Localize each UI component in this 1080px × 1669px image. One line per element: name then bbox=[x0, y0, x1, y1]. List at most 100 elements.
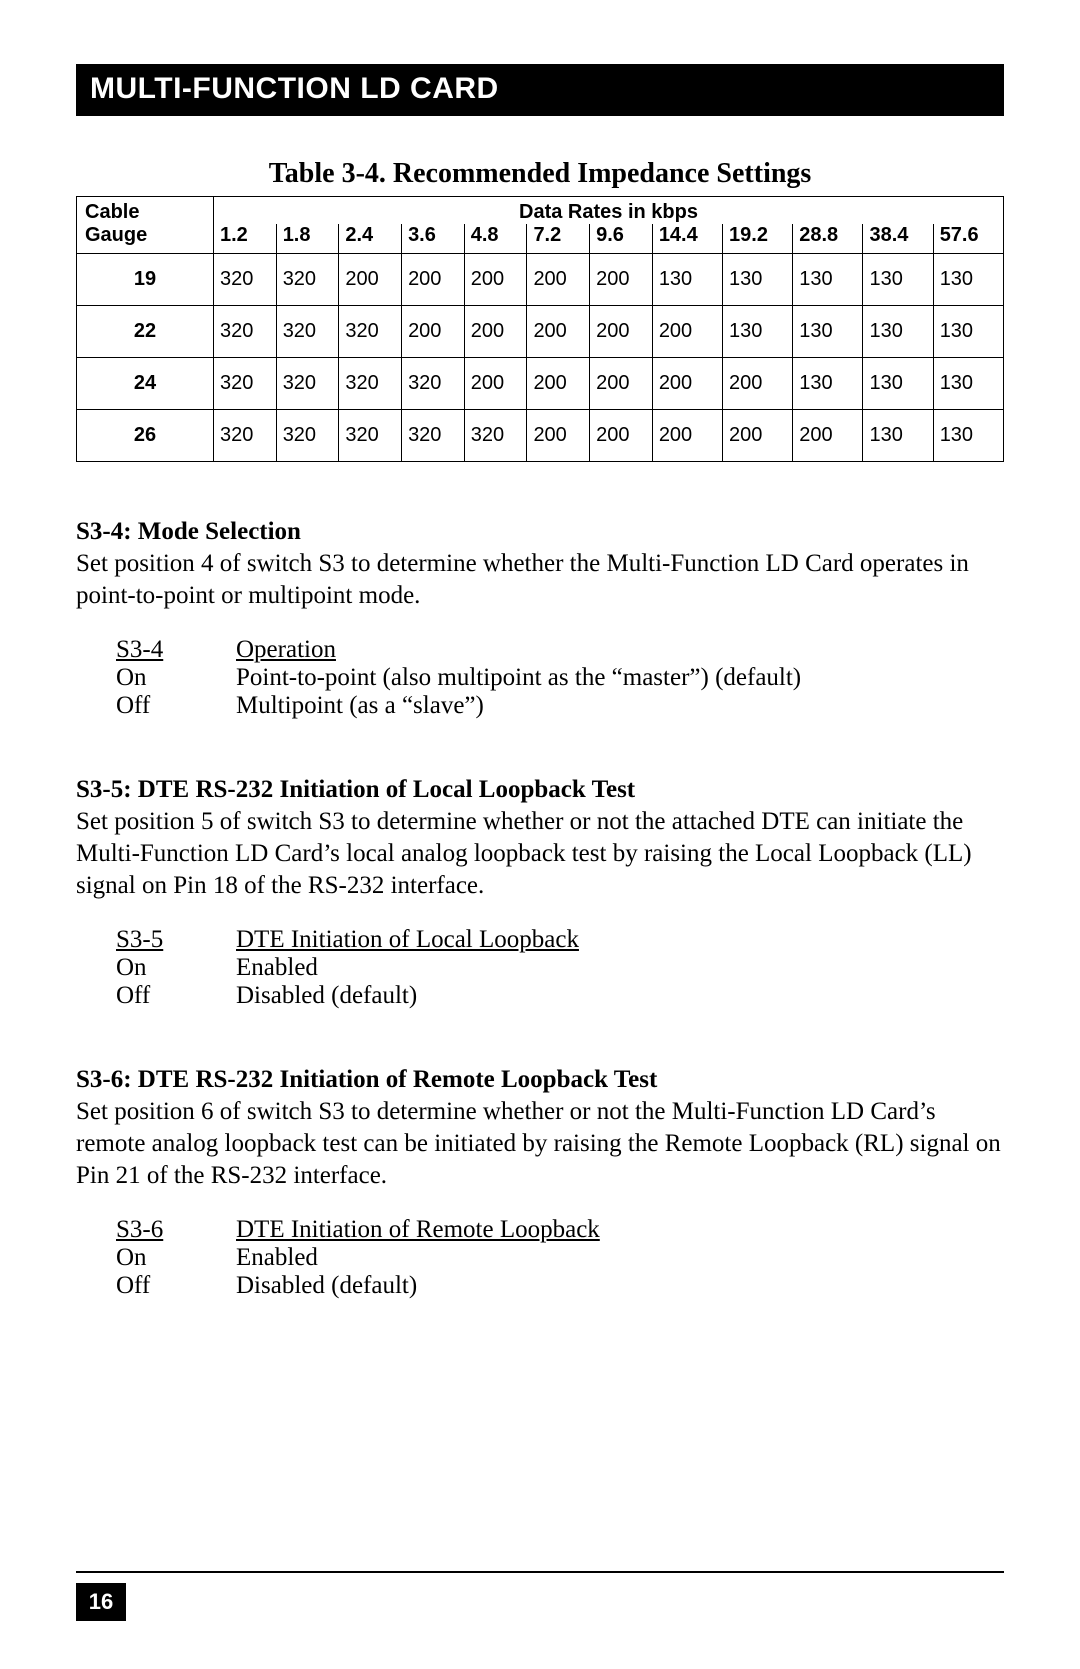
page-number: 16 bbox=[76, 1583, 126, 1621]
definition-list: S3-5DTE Initiation of Local LoopbackOnEn… bbox=[116, 926, 1004, 1010]
table-caption: Table 3-4. Recommended Impedance Setting… bbox=[76, 158, 1004, 190]
table-cell: 200 bbox=[793, 410, 863, 462]
table-cell: 320 bbox=[339, 306, 402, 358]
table-rowhead-bottom: Gauge bbox=[77, 224, 214, 254]
table-cell: 320 bbox=[214, 306, 277, 358]
table-cell: 200 bbox=[590, 410, 653, 462]
section-title: S3-4: Mode Selection bbox=[76, 518, 1004, 546]
definition-header-value: DTE Initiation of Local Loopback bbox=[236, 926, 579, 953]
table-cell: 320 bbox=[464, 410, 527, 462]
table-cell: 320 bbox=[276, 410, 339, 462]
table-cell: 200 bbox=[527, 358, 590, 410]
table-span-header: Data Rates in kbps bbox=[214, 197, 1004, 225]
table-cell: 200 bbox=[590, 254, 653, 306]
section-body: Set position 4 of switch S3 to determine… bbox=[76, 548, 1004, 612]
table-cell: 320 bbox=[339, 358, 402, 410]
table-cell: 200 bbox=[527, 410, 590, 462]
rate-head: 38.4 bbox=[863, 224, 933, 254]
rate-head: 14.4 bbox=[652, 224, 722, 254]
table-cell: 200 bbox=[590, 306, 653, 358]
rate-head: 2.4 bbox=[339, 224, 402, 254]
table-cell: 320 bbox=[276, 254, 339, 306]
rate-head: 1.8 bbox=[276, 224, 339, 254]
definition-header-value: Operation bbox=[236, 636, 336, 663]
definition-row: OffDisabled (default) bbox=[116, 1272, 1004, 1300]
table-cell: 200 bbox=[652, 306, 722, 358]
section-body: Set position 6 of switch S3 to determine… bbox=[76, 1096, 1004, 1192]
table-cell: 200 bbox=[723, 410, 793, 462]
definition-key: On bbox=[116, 664, 236, 692]
table-cell: 130 bbox=[723, 254, 793, 306]
table-rate-header-row: Gauge 1.2 1.8 2.4 3.6 4.8 7.2 9.6 14.4 1… bbox=[77, 224, 1004, 254]
definition-key: On bbox=[116, 1244, 236, 1272]
definition-row: OnPoint-to-point (also multipoint as the… bbox=[116, 664, 1004, 692]
table-row: 19320320200200200200200130130130130130 bbox=[77, 254, 1004, 306]
table-cell: 200 bbox=[527, 254, 590, 306]
table-rowhead-top: Cable bbox=[77, 197, 214, 225]
definition-value: Point-to-point (also multipoint as the “… bbox=[236, 664, 1004, 692]
table-cell: 130 bbox=[652, 254, 722, 306]
document-page: MULTI-FUNCTION LD CARD Table 3-4. Recomm… bbox=[0, 0, 1080, 1669]
table-cell: 320 bbox=[214, 358, 277, 410]
table-cell: 200 bbox=[652, 410, 722, 462]
definition-list: S3-4OperationOnPoint-to-point (also mult… bbox=[116, 636, 1004, 720]
section-body: Set position 5 of switch S3 to determine… bbox=[76, 806, 1004, 902]
definition-value: Enabled bbox=[236, 954, 1004, 982]
section-title: S3-5: DTE RS-232 Initiation of Local Loo… bbox=[76, 776, 1004, 804]
definition-row: OffDisabled (default) bbox=[116, 982, 1004, 1010]
table-cell: 320 bbox=[402, 410, 465, 462]
table-cell: 320 bbox=[276, 358, 339, 410]
rate-head: 57.6 bbox=[933, 224, 1003, 254]
table-cell: 200 bbox=[723, 358, 793, 410]
definition-key: On bbox=[116, 954, 236, 982]
table-cell: 130 bbox=[863, 410, 933, 462]
section: S3-5: DTE RS-232 Initiation of Local Loo… bbox=[76, 776, 1004, 1010]
rate-head: 1.2 bbox=[214, 224, 277, 254]
table-cell: 130 bbox=[793, 358, 863, 410]
definition-header-row: S3-4Operation bbox=[116, 636, 1004, 664]
table-cell: 130 bbox=[933, 254, 1003, 306]
definition-row: OffMultipoint (as a “slave”) bbox=[116, 692, 1004, 720]
table-cell: 320 bbox=[339, 410, 402, 462]
table-row: 24320320320320200200200200200130130130 bbox=[77, 358, 1004, 410]
table-cell: 320 bbox=[214, 254, 277, 306]
table-cell: 130 bbox=[933, 358, 1003, 410]
table-cell: 320 bbox=[214, 410, 277, 462]
table-row-gauge: 19 bbox=[77, 254, 214, 306]
table-cell: 200 bbox=[464, 358, 527, 410]
page-header-bar: MULTI-FUNCTION LD CARD bbox=[76, 64, 1004, 116]
definition-key: Off bbox=[116, 692, 236, 720]
table-cell: 200 bbox=[527, 306, 590, 358]
table-cell: 200 bbox=[464, 254, 527, 306]
rate-head: 4.8 bbox=[464, 224, 527, 254]
rate-head: 28.8 bbox=[793, 224, 863, 254]
table-cell: 200 bbox=[652, 358, 722, 410]
rate-head: 19.2 bbox=[723, 224, 793, 254]
section-title: S3-6: DTE RS-232 Initiation of Remote Lo… bbox=[76, 1066, 1004, 1094]
table-cell: 130 bbox=[863, 306, 933, 358]
table-cell: 130 bbox=[863, 358, 933, 410]
rate-head: 9.6 bbox=[590, 224, 653, 254]
definition-header-value: DTE Initiation of Remote Loopback bbox=[236, 1216, 600, 1243]
section: S3-6: DTE RS-232 Initiation of Remote Lo… bbox=[76, 1066, 1004, 1300]
table-cell: 130 bbox=[933, 306, 1003, 358]
definition-row: OnEnabled bbox=[116, 1244, 1004, 1272]
table-cell: 130 bbox=[863, 254, 933, 306]
table-cell: 130 bbox=[793, 254, 863, 306]
table-cell: 200 bbox=[464, 306, 527, 358]
definition-value: Multipoint (as a “slave”) bbox=[236, 692, 1004, 720]
definition-key: Off bbox=[116, 982, 236, 1010]
table-cell: 200 bbox=[339, 254, 402, 306]
table-row-gauge: 24 bbox=[77, 358, 214, 410]
footer-rule bbox=[76, 1571, 1004, 1573]
table-cell: 200 bbox=[590, 358, 653, 410]
table-row-gauge: 22 bbox=[77, 306, 214, 358]
definition-header-row: S3-5DTE Initiation of Local Loopback bbox=[116, 926, 1004, 954]
table-cell: 130 bbox=[793, 306, 863, 358]
definition-value: Enabled bbox=[236, 1244, 1004, 1272]
definition-value: Disabled (default) bbox=[236, 982, 1004, 1010]
impedance-table: Cable Data Rates in kbps Gauge 1.2 1.8 2… bbox=[76, 196, 1004, 462]
definition-row: OnEnabled bbox=[116, 954, 1004, 982]
table-cell: 320 bbox=[276, 306, 339, 358]
rate-head: 3.6 bbox=[402, 224, 465, 254]
